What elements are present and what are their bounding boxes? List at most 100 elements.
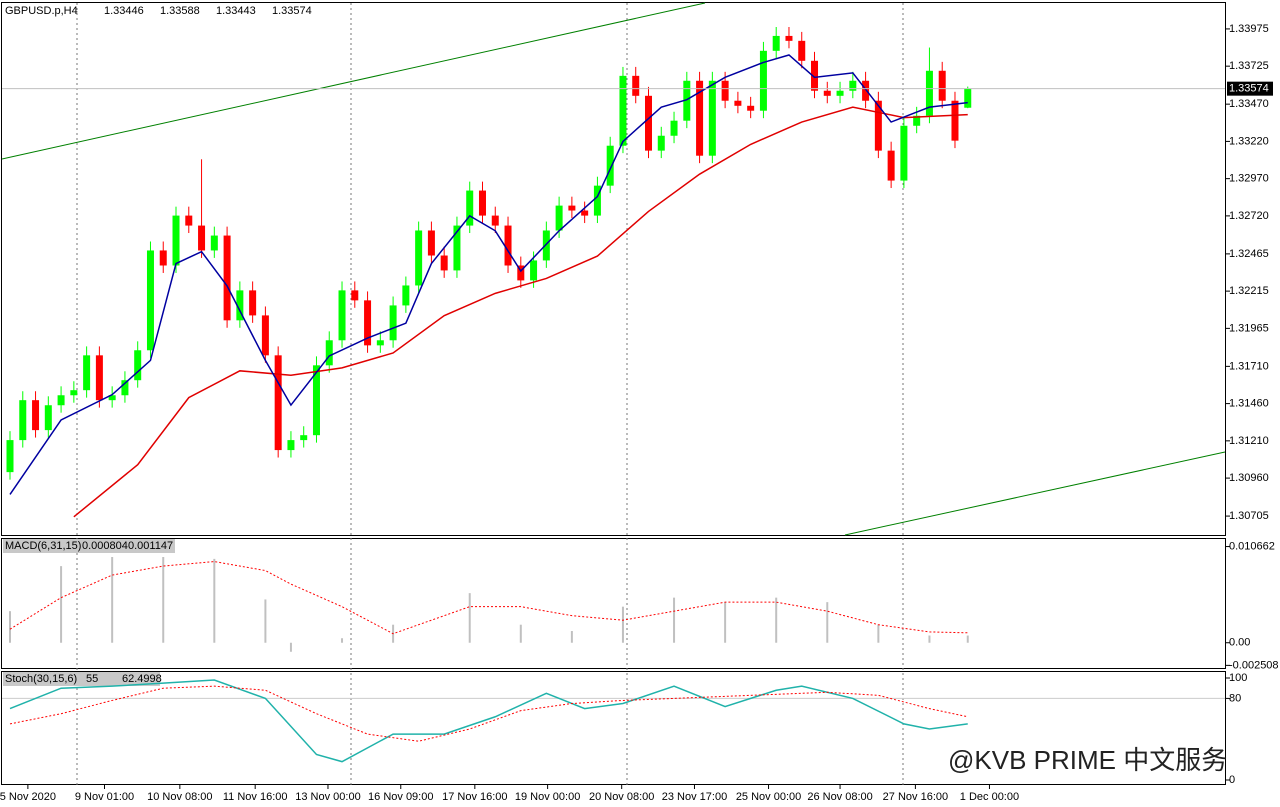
candle-body	[874, 100, 882, 151]
candle-body	[364, 300, 372, 346]
y-tick-label: 0.010662	[1229, 540, 1275, 552]
y-tick-label: 80	[1229, 692, 1241, 704]
trend-line	[1, 2, 706, 160]
candle-body	[108, 395, 116, 401]
candle-body	[223, 235, 231, 321]
x-tick-label: 9 Nov 01:00	[75, 791, 134, 803]
ohlc-open: 1.33446	[104, 5, 144, 17]
y-tick-label: 1.32970	[1229, 173, 1269, 185]
candle-body	[964, 88, 972, 108]
candle-body	[134, 350, 142, 381]
y-tick-label: 1.33725	[1229, 60, 1269, 72]
candle-body	[721, 80, 729, 101]
candle-body	[198, 225, 206, 251]
candle-body	[925, 70, 933, 116]
stoch-signal	[9, 685, 968, 742]
candle-body	[19, 400, 27, 441]
candle-body	[338, 290, 346, 341]
candle-body	[670, 120, 678, 136]
y-tick-label: 1.31210	[1229, 435, 1269, 447]
candle-body	[913, 115, 921, 126]
candle-body	[57, 395, 65, 406]
candle-body	[555, 205, 563, 231]
candle-body	[236, 290, 244, 321]
candle-body	[172, 215, 180, 266]
candle-body	[351, 290, 359, 301]
candle-body	[759, 50, 767, 111]
price-label-bg	[1227, 81, 1273, 96]
x-tick-label: 17 Nov 16:00	[442, 791, 507, 803]
candle-body	[581, 210, 589, 216]
candle-body	[300, 435, 308, 441]
ma-fast	[9, 54, 968, 495]
candle-body	[185, 215, 193, 226]
y-tick-label: 1.31710	[1229, 360, 1269, 372]
stoch-main: 55	[86, 673, 98, 685]
x-tick-label: 26 Nov 08:00	[807, 791, 872, 803]
candle-body	[32, 400, 40, 431]
candle-body	[210, 235, 218, 251]
candle-body	[83, 355, 91, 391]
trend-line	[844, 451, 1226, 536]
candle-body	[708, 80, 716, 156]
candle-body	[491, 215, 499, 226]
candle-body	[849, 80, 857, 91]
x-tick-label: 1 Dec 00:00	[960, 791, 1019, 803]
candle-body	[811, 60, 819, 91]
candle-body	[734, 100, 742, 106]
candle-body	[402, 285, 410, 306]
candle-body	[312, 365, 320, 436]
candle-body	[504, 225, 512, 266]
ohlc-close: 1.33574	[272, 5, 312, 17]
macd-label-bg	[3, 539, 175, 553]
candle-body	[159, 250, 167, 266]
y-tick-label: -0.002508	[1229, 659, 1279, 671]
candle-body	[657, 135, 665, 151]
chart-title: GBPUSD.p,H4	[5, 5, 78, 17]
candle-body	[261, 315, 269, 356]
candle-body	[772, 35, 780, 51]
x-tick-label: 20 Nov 08:00	[589, 791, 654, 803]
candle-body	[593, 185, 601, 216]
macd-main: 0.000804	[82, 540, 128, 552]
candle-body	[376, 340, 384, 346]
stoch-signal: 62.4998	[122, 673, 162, 685]
y-tick-label: 1.30960	[1229, 472, 1269, 484]
candle-body	[938, 70, 946, 101]
candle-body	[466, 190, 474, 226]
main-frame	[1, 2, 1226, 536]
candle-body	[6, 440, 14, 473]
macd-name: MACD(6,31,15)	[5, 540, 81, 552]
candle-body	[517, 265, 525, 281]
y-tick-label: 1.33975	[1229, 23, 1269, 35]
stoch-frame	[1, 671, 1226, 785]
x-tick-label: 19 Nov 00:00	[515, 791, 580, 803]
candle-body	[274, 355, 282, 451]
ohlc-low: 1.33443	[216, 5, 256, 17]
candle-body	[862, 80, 870, 101]
y-tick-label: 1.30705	[1229, 510, 1269, 522]
macd-signal	[9, 561, 968, 635]
candle-body	[900, 125, 908, 181]
candle-body	[683, 80, 691, 121]
candle-body	[823, 90, 831, 96]
candle-body	[696, 80, 704, 156]
candle-body	[440, 255, 448, 271]
candle-body	[415, 230, 423, 286]
candle-body	[389, 305, 397, 341]
candle-body	[478, 190, 486, 216]
y-tick-label: 0	[1229, 774, 1235, 786]
x-tick-label: 23 Nov 17:00	[662, 791, 727, 803]
y-tick-label: 1.31965	[1229, 322, 1269, 334]
candle-body	[606, 145, 614, 186]
y-tick-label: 1.32215	[1229, 285, 1269, 297]
macd-signal: 0.001147	[128, 540, 173, 552]
x-tick-label: 27 Nov 16:00	[883, 791, 948, 803]
candle-body	[632, 75, 640, 96]
y-tick-label: 1.32465	[1229, 248, 1269, 260]
candle-body	[530, 260, 538, 281]
candle-body	[951, 100, 959, 141]
candle-body	[568, 205, 576, 211]
